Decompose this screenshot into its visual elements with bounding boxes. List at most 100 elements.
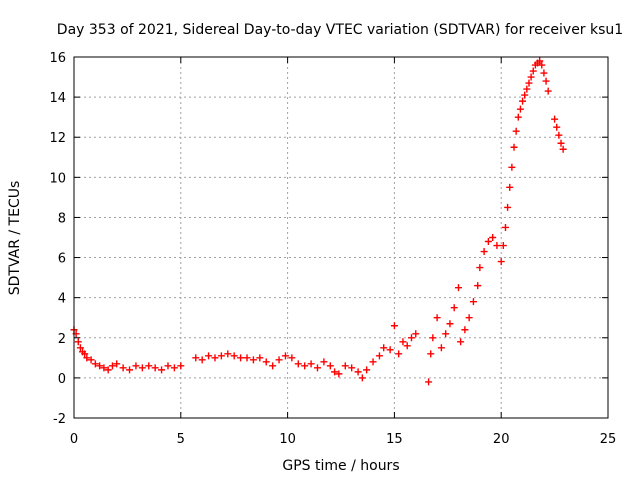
data-point <box>529 67 537 75</box>
data-point <box>461 326 469 334</box>
data-point <box>395 350 403 358</box>
chart-title: Day 353 of 2021, Sidereal Day-to-day VTE… <box>57 22 623 38</box>
data-point <box>521 91 529 99</box>
data-point <box>230 352 238 360</box>
data-point <box>551 115 559 123</box>
data-point <box>506 183 514 191</box>
data-point <box>442 330 450 338</box>
data-point <box>363 366 371 374</box>
data-point <box>249 356 257 364</box>
x-tick-label: 25 <box>600 432 617 447</box>
data-point <box>113 360 121 368</box>
data-point <box>465 314 473 322</box>
data-point <box>536 57 544 65</box>
data-point <box>429 334 437 342</box>
data-point <box>454 284 462 292</box>
data-point <box>237 354 245 362</box>
data-point <box>87 356 95 364</box>
data-point <box>96 362 104 370</box>
data-point <box>83 354 91 362</box>
data-point <box>119 364 127 372</box>
data-point <box>553 123 561 131</box>
data-point <box>525 79 533 87</box>
data-point <box>108 362 116 370</box>
x-tick-label: 0 <box>70 432 78 447</box>
data-point <box>341 362 349 370</box>
data-point <box>158 366 166 374</box>
data-point <box>544 87 552 95</box>
data-point <box>314 364 322 372</box>
series-ksu1 <box>70 57 567 386</box>
data-point <box>76 344 84 352</box>
data-point <box>100 364 108 372</box>
data-point <box>151 364 159 372</box>
data-point <box>512 127 520 135</box>
data-point <box>386 346 394 354</box>
data-point <box>390 322 398 330</box>
data-point <box>425 378 433 386</box>
data-point <box>514 113 522 121</box>
data-point <box>211 354 219 362</box>
data-point <box>275 356 283 364</box>
data-point <box>269 362 277 370</box>
data-point <box>527 73 535 81</box>
data-point <box>508 163 516 171</box>
data-point <box>559 145 567 153</box>
data-point <box>540 69 548 77</box>
data-point <box>380 344 388 352</box>
data-point <box>138 364 146 372</box>
data-point <box>501 223 509 231</box>
data-point <box>493 242 501 250</box>
data-point <box>375 352 383 360</box>
y-tick-label: 16 <box>49 51 66 66</box>
data-point <box>145 362 153 370</box>
y-axis-label: SDTVAR / TECUs <box>7 181 23 296</box>
data-point <box>262 358 270 366</box>
x-axis-label: GPS time / hours <box>282 458 399 474</box>
data-point <box>170 364 178 372</box>
data-point <box>403 342 411 350</box>
data-point <box>281 352 289 360</box>
x-tick-label: 20 <box>493 432 510 447</box>
data-point <box>91 360 99 368</box>
data-point <box>499 242 507 250</box>
x-tick-label: 10 <box>279 432 296 447</box>
data-point <box>557 139 565 147</box>
data-point <box>474 282 482 290</box>
data-point <box>104 366 112 374</box>
data-point <box>126 366 134 374</box>
data-point <box>446 320 454 328</box>
y-tick-label: 0 <box>58 372 66 387</box>
data-point <box>81 350 89 358</box>
x-tick-label: 15 <box>386 432 403 447</box>
data-point <box>320 358 328 366</box>
data-point <box>205 352 213 360</box>
y-tick-label: 6 <box>58 252 66 267</box>
data-point <box>457 338 465 346</box>
data-point <box>74 338 82 346</box>
grid <box>74 57 608 418</box>
data-point <box>433 314 441 322</box>
data-point <box>331 368 339 376</box>
axis-ticks: 0 5 10 15 20 25 -2 0 2 4 6 8 10 12 14 16 <box>49 51 616 447</box>
data-point <box>358 374 366 382</box>
data-point <box>198 356 206 364</box>
data-point <box>354 368 362 376</box>
data-point <box>407 334 415 342</box>
data-point <box>335 370 343 378</box>
data-point <box>427 350 435 358</box>
data-point <box>538 61 546 69</box>
data-point <box>476 264 484 272</box>
y-tick-label: 2 <box>58 332 66 347</box>
plot-frame <box>73 56 609 419</box>
y-tick-label: 14 <box>49 91 66 106</box>
y-tick-label: 8 <box>58 211 66 226</box>
data-point <box>348 364 356 372</box>
data-point <box>369 358 377 366</box>
x-tick-label: 5 <box>177 432 185 447</box>
data-point <box>510 143 518 151</box>
data-point <box>519 97 527 105</box>
data-point <box>542 77 550 85</box>
data-point <box>132 362 140 370</box>
data-point <box>450 304 458 312</box>
